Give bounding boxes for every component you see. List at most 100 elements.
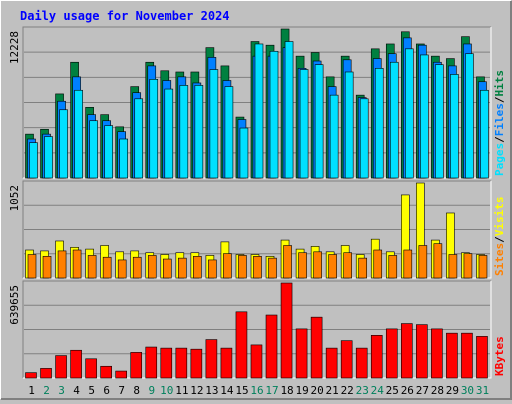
bar-kbytes-day-20 [310,316,323,379]
bar-kbytes-day-15 [235,311,248,379]
legend-part: Pages [493,143,506,176]
bar-kbytes-day-19 [295,328,308,379]
bar-kbytes-day-31 [476,336,488,379]
day-label: 10 [160,384,173,397]
bar-kbytes-day-24 [370,335,383,379]
bar-kbytes-day-13 [205,339,218,379]
bar-kbytes-day-26 [401,323,413,379]
day-label: 12 [190,384,203,397]
panel-kbytes: 639655 KBytes [8,280,506,379]
bar-sites-day-9 [147,255,157,279]
bar-sites-day-25 [388,255,398,279]
bar-sites-day-18 [283,245,292,279]
bar-sites-day-8 [132,256,142,279]
series-pages [29,41,489,179]
bar-pages-day-2 [44,136,53,179]
bar-pages-day-20 [314,64,324,179]
bar-sites-day-26 [403,249,413,279]
day-label: 21 [326,384,339,397]
bar-pages-day-7 [119,138,128,179]
bar-sites-day-20 [313,251,322,279]
legend-part: Sites [493,243,506,276]
day-label: 23 [356,384,369,397]
y-max-label: 1052 [8,185,21,212]
bar-kbytes-day-2 [40,368,52,379]
bar-kbytes-day-6 [100,365,112,379]
day-label: 3 [58,384,65,397]
bar-pages-day-12 [194,85,204,179]
day-label: 19 [295,384,308,397]
bar-pages-day-21 [329,94,339,179]
day-label: 13 [205,384,218,397]
panel-border-shadow [22,26,491,178]
y-max-label: 12228 [8,31,21,64]
bar-pages-day-14 [224,86,234,179]
bar-sites-day-4 [72,249,82,279]
series-kbytes [25,282,488,379]
bar-kbytes-day-14 [220,347,233,379]
bar-kbytes-day-11 [175,347,188,379]
day-label: 11 [175,384,188,397]
bar-pages-day-10 [164,88,174,179]
bar-pages-day-17 [269,50,279,179]
bar-sites-day-11 [178,257,187,279]
bar-sites-day-24 [373,249,383,279]
bar-kbytes-day-4 [70,349,82,379]
bar-sites-day-10 [162,258,172,279]
bar-sites-day-1 [27,254,37,279]
bar-pages-day-19 [299,69,309,179]
bar-pages-day-1 [29,142,38,179]
bar-pages-day-29 [450,74,459,179]
bar-pages-day-11 [179,85,189,179]
bar-kbytes-day-12 [190,348,203,379]
legend-part: / [493,236,506,243]
bar-sites-day-3 [57,250,67,279]
bar-sites-day-13 [208,259,217,279]
day-label: 28 [431,384,444,397]
day-label: 9 [148,384,155,397]
bar-pages-day-13 [209,69,219,179]
bar-pages-day-4 [74,89,83,179]
bar-kbytes-day-3 [55,355,67,379]
bar-kbytes-day-25 [385,328,398,379]
legend-part: Visits [493,197,506,237]
series-legend-label: Sites/Visits [493,197,506,277]
day-label: 5 [88,384,95,397]
bar-kbytes-day-27 [416,324,428,379]
bar-sites-day-15 [238,255,247,279]
day-labels: 1 2 3 4 5 6 7 8 9 10 11 12 13 14 15 16 17 18 19 20 21 22 23 24 2… [28,384,489,397]
bar-pages-day-30 [465,53,474,179]
bar-pages-day-16 [254,43,264,179]
day-label: 2 [43,384,50,397]
bar-pages-day-8 [134,98,144,179]
bar-kbytes-day-22 [340,340,353,379]
bar-kbytes-day-23 [355,347,368,379]
bar-sites-day-14 [223,253,232,279]
bar-sites-day-21 [328,254,337,279]
day-label: 8 [133,384,140,397]
bar-sites-day-27 [418,245,428,279]
day-label: 31 [476,384,489,397]
legend-part: / [493,96,506,103]
bar-sites-day-23 [358,257,368,279]
bar-kbytes-day-8 [130,352,143,379]
bar-sites-day-22 [343,252,352,279]
bar-sites-day-30 [463,253,473,279]
day-label: 7 [118,384,125,397]
bar-kbytes-day-5 [85,358,97,379]
bar-sites-day-5 [87,255,97,279]
bar-kbytes-day-30 [461,332,473,379]
bar-sites-day-28 [433,243,443,279]
bar-sites-day-12 [193,256,202,279]
day-label: 16 [250,384,263,397]
bar-sites-day-17 [268,257,277,279]
day-label: 17 [265,384,278,397]
bar-pages-day-27 [420,54,429,179]
day-label: 14 [220,384,234,397]
bar-kbytes-day-18 [280,282,293,379]
bar-kbytes-day-9 [145,346,158,379]
